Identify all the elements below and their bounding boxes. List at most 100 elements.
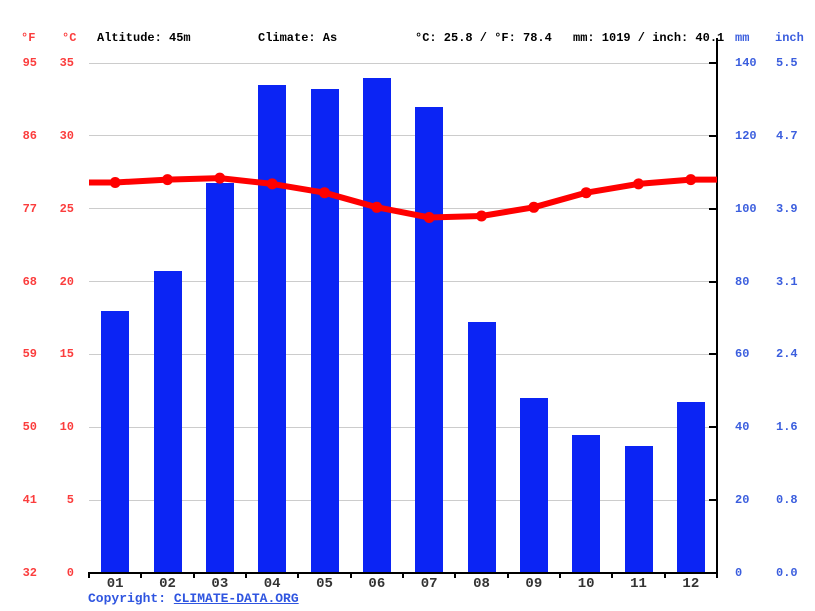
- precip-bar: [101, 310, 130, 573]
- fahrenheit-tick-label: 41: [22, 493, 37, 508]
- celsius-tick-label: 20: [59, 274, 74, 289]
- mm-tick-label: 60: [735, 347, 750, 362]
- precip-bar: [310, 88, 339, 573]
- inch-tick-label: 0.0: [776, 566, 798, 580]
- month-label: 04: [263, 576, 281, 592]
- inch-tick-label: 4.7: [776, 128, 798, 143]
- gridline: [89, 281, 717, 283]
- month-boundary-tick: [559, 573, 561, 578]
- fahrenheit-tick-label: 77: [22, 201, 37, 216]
- temp-point: [685, 174, 697, 186]
- celsius-tick-label: 35: [59, 56, 74, 70]
- mm-tick-label: 100: [735, 201, 757, 216]
- month-label: 01: [106, 576, 124, 592]
- precip-bar: [572, 434, 601, 573]
- precip-bar: [467, 321, 496, 573]
- month-label: 06: [368, 576, 386, 592]
- month-label: 05: [316, 576, 333, 592]
- temp-point: [109, 177, 121, 188]
- inch-tick-label: 2.4: [776, 347, 798, 362]
- temp-point: [476, 210, 487, 222]
- mm-axis-title: mm: [735, 31, 750, 45]
- month-label: 02: [159, 576, 176, 592]
- right-axis-line: [716, 38, 718, 573]
- gridline: [89, 499, 717, 501]
- precip-bar: [205, 183, 234, 573]
- precip-bar: [676, 401, 705, 573]
- copyright-text: Copyright:: [88, 591, 174, 606]
- right-axis-tick: [709, 353, 717, 356]
- month-boundary-tick: [663, 573, 666, 578]
- right-axis-tick: [709, 426, 717, 429]
- fahrenheit-tick-label: 59: [22, 347, 37, 362]
- month-boundary-tick: [611, 573, 614, 578]
- inch-tick-label: 3.9: [776, 201, 798, 216]
- mm-tick-label: 0: [735, 566, 743, 580]
- climate-data-link[interactable]: CLIMATE-DATA.ORG: [173, 591, 299, 606]
- month-label: 12: [682, 576, 700, 592]
- mm-tick-label: 20: [735, 493, 750, 508]
- right-axis-tick: [709, 499, 717, 502]
- mm-tick-label: 40: [735, 420, 750, 435]
- fahrenheit-tick-label: 50: [22, 420, 37, 435]
- month-boundary-tick: [454, 573, 457, 578]
- month-label: 10: [577, 576, 595, 592]
- precip-bar: [258, 84, 287, 573]
- month-label: 09: [525, 576, 543, 592]
- precip-bar: [153, 270, 182, 573]
- inch-tick-label: 3.1: [776, 274, 798, 289]
- copyright: Copyright: CLIMATE-DATA.ORG: [88, 592, 299, 606]
- month-label: 07: [420, 576, 438, 592]
- temp-point: [162, 174, 173, 186]
- celsius-tick-label: 5: [66, 493, 74, 508]
- celsius-axis-title: °C: [62, 31, 77, 45]
- celsius-tick-label: 15: [59, 347, 74, 362]
- celsius-tick-label: 10: [59, 420, 74, 435]
- mm-tick-label: 80: [735, 274, 750, 289]
- gridline: [89, 353, 717, 355]
- fahrenheit-axis-title: °F: [21, 31, 36, 45]
- temp-point: [214, 172, 226, 184]
- celsius-tick-label: 0: [66, 566, 74, 580]
- inch-axis-title: inch: [775, 31, 804, 45]
- precip-bar: [415, 106, 444, 573]
- inch-tick-label: 5.5: [776, 56, 798, 70]
- mm-tick-label: 120: [735, 128, 757, 143]
- temp-point: [633, 178, 644, 190]
- month-boundary-tick: [192, 573, 195, 578]
- inch-tick-label: 1.6: [776, 420, 798, 435]
- celsius-tick-label: 25: [59, 201, 74, 216]
- precip-bar: [519, 398, 548, 573]
- gridline: [89, 62, 717, 64]
- month-boundary-tick: [88, 573, 90, 578]
- month-label: 11: [630, 576, 647, 592]
- altitude-label: Altitude: 45m: [97, 31, 191, 45]
- precipitation-summary: mm: 1019 / inch: 40.1: [573, 31, 725, 45]
- month-label: 08: [473, 576, 490, 592]
- precip-bar: [624, 445, 653, 573]
- gridline: [89, 426, 717, 428]
- precip-bar: [362, 77, 391, 573]
- gridline: [89, 208, 717, 210]
- temperature-line: [89, 175, 717, 221]
- right-axis-tick: [709, 62, 717, 64]
- fahrenheit-tick-label: 95: [22, 56, 37, 70]
- mm-tick-label: 140: [735, 56, 757, 70]
- month-boundary-tick: [506, 573, 509, 578]
- right-axis-tick: [709, 280, 717, 283]
- month-boundary-tick: [297, 573, 300, 578]
- fahrenheit-tick-label: 68: [22, 274, 37, 289]
- month-boundary-tick: [402, 573, 404, 578]
- month-boundary-tick: [349, 573, 352, 578]
- month-boundary-tick: [140, 573, 143, 578]
- gridline: [89, 135, 717, 137]
- month-label: 03: [211, 576, 229, 592]
- celsius-tick-label: 30: [59, 128, 74, 143]
- fahrenheit-tick-label: 86: [22, 128, 37, 143]
- fahrenheit-tick-label: 32: [22, 566, 37, 580]
- temperature-summary: °C: 25.8 / °F: 78.4: [415, 31, 552, 45]
- temp-point: [580, 187, 592, 199]
- right-axis-tick: [709, 134, 717, 137]
- inch-tick-label: 0.8: [776, 493, 798, 508]
